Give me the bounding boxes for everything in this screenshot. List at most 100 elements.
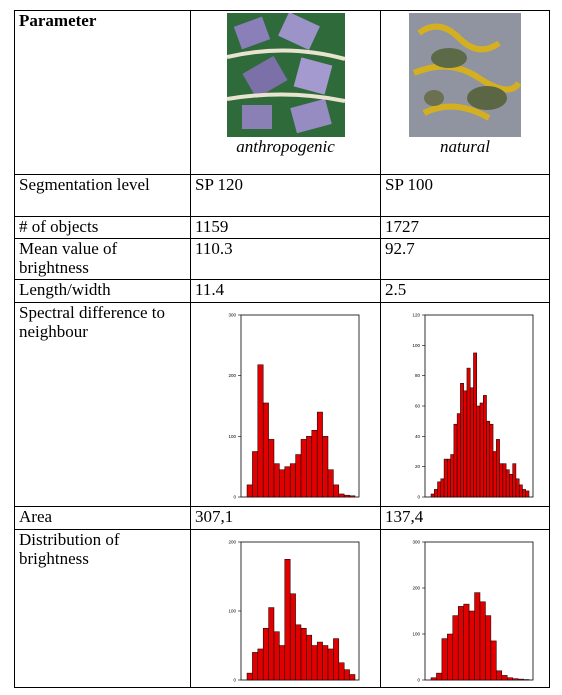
header-text: Parameter — [19, 11, 97, 31]
histogram-bar — [476, 405, 481, 498]
histogram-bar — [515, 478, 520, 498]
aerial-image — [409, 13, 521, 137]
histogram-bar — [436, 672, 443, 681]
histogram-bar — [300, 628, 307, 681]
histogram-bar — [506, 677, 513, 681]
histogram-bar — [273, 463, 280, 498]
histogram-bar — [502, 463, 507, 498]
histogram-bar — [479, 601, 486, 681]
histogram-bar — [469, 387, 474, 498]
histogram-bar — [251, 451, 258, 498]
y-tick-label: 0 — [417, 495, 420, 500]
histogram-bar — [327, 648, 334, 681]
cell: 1159 — [190, 216, 381, 239]
histogram-bar — [343, 669, 350, 681]
histogram-bar — [289, 593, 296, 681]
histogram-bar — [490, 640, 497, 681]
histogram-bar — [430, 493, 435, 498]
histogram-bar — [289, 463, 296, 498]
histogram-bar — [348, 495, 355, 498]
histogram-bar — [278, 469, 285, 498]
y-tick-label: 100 — [412, 632, 420, 637]
cell: Distribution of brightness — [14, 529, 191, 688]
histogram-bar — [294, 624, 301, 681]
histogram-bar — [517, 678, 524, 681]
histogram-bar — [473, 352, 477, 498]
histogram-bar — [496, 439, 500, 498]
row: Distribution of brightness 0 100 200 0 100 2… — [14, 529, 550, 688]
aerial-image — [226, 13, 345, 137]
cell: 92.7 — [380, 238, 550, 280]
histogram: 0 20 40 60 80 100 120 — [412, 313, 534, 500]
histogram-bar — [463, 390, 468, 498]
histogram-bar — [505, 469, 510, 498]
histogram-bar — [257, 364, 263, 498]
cell: 0 100 200 300 — [190, 302, 381, 507]
histogram-bar — [492, 451, 497, 498]
histogram-bar — [343, 494, 350, 498]
histogram-bar — [460, 383, 464, 498]
histogram-bar — [267, 607, 274, 681]
row: # of objects 1159 1727 — [14, 216, 550, 239]
histogram-bar — [332, 484, 339, 498]
y-tick-label: 300 — [412, 540, 420, 545]
histogram-bar — [489, 423, 494, 498]
histogram-bar — [463, 603, 470, 681]
histogram-bar — [453, 423, 458, 498]
histogram-bar — [300, 439, 307, 498]
header-cell: Parameter — [14, 10, 191, 175]
histogram-bar — [316, 641, 323, 681]
image-caption: anthropogenic — [236, 137, 335, 156]
cell: 11.4 — [190, 279, 381, 303]
histogram-bar — [468, 610, 475, 681]
y-tick-label: 100 — [412, 343, 420, 348]
histogram-bar — [518, 484, 523, 498]
histogram-bar — [440, 478, 445, 498]
y-tick-label: 200 — [412, 586, 420, 591]
histogram-bar — [321, 645, 328, 681]
cell: 307,1 — [190, 506, 381, 530]
y-tick-label: 80 — [415, 373, 421, 378]
cell: 1727 — [380, 216, 550, 239]
header-cell: natural — [380, 10, 550, 175]
parameter-table: Parameter anthropogenic natu — [14, 10, 550, 688]
histogram-bar — [509, 474, 513, 498]
cell: 0 20 40 60 80 100 120 — [380, 302, 550, 507]
histogram-bar — [284, 559, 290, 681]
histogram-bar — [305, 634, 312, 681]
histogram-bar — [466, 367, 471, 498]
histogram-bar — [348, 674, 355, 681]
histogram-bar — [262, 628, 269, 681]
y-tick-label: 200 — [228, 540, 236, 545]
histogram-bar — [338, 662, 344, 681]
histogram-bar — [273, 631, 280, 681]
histogram-bar — [450, 454, 455, 498]
y-tick-label: 0 — [233, 495, 236, 500]
row: Mean value of brightness 110.3 92.7 — [14, 238, 550, 280]
histogram-bar — [338, 493, 344, 498]
histogram-bar — [284, 466, 290, 498]
histogram-bar — [437, 481, 442, 498]
histogram-bar — [512, 463, 517, 498]
row: Area 307,1 137,4 — [14, 506, 550, 530]
row: Segmentation level SP 120 SP 100 — [14, 174, 550, 217]
cell: Segmentation level — [14, 174, 191, 217]
cell: 137,4 — [380, 506, 550, 530]
row: Length/width 11.4 2.5 — [14, 279, 550, 303]
histogram-bar — [246, 484, 253, 498]
cell: Length/width — [14, 279, 191, 303]
histogram-bar — [485, 615, 492, 681]
y-tick-label: 200 — [228, 373, 236, 378]
histogram-bar — [486, 420, 491, 498]
y-tick-label: 0 — [417, 678, 420, 683]
cell: Mean value of brightness — [14, 238, 191, 280]
cell: 2.5 — [380, 279, 550, 303]
histogram-bar — [246, 672, 253, 681]
histogram: 0 100 200 — [228, 540, 359, 683]
row: Spectral difference to neighbour 0 100 200… — [14, 302, 550, 507]
histogram-bar — [522, 489, 526, 498]
histogram-bar — [316, 411, 323, 498]
y-tick-label: 100 — [228, 609, 236, 614]
histogram: 0 100 200 300 — [228, 313, 359, 500]
